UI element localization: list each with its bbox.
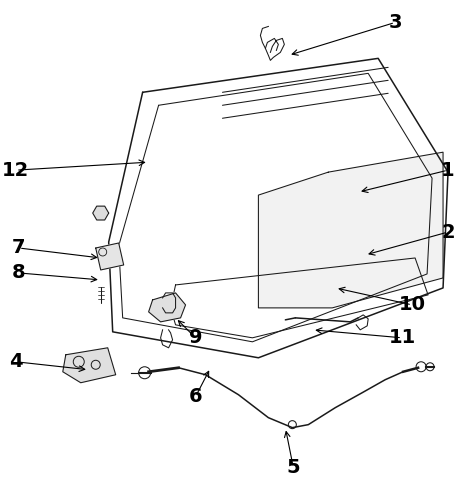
Text: 10: 10 (398, 296, 425, 314)
Polygon shape (63, 348, 116, 382)
Text: 8: 8 (12, 264, 26, 282)
Polygon shape (259, 152, 443, 308)
Text: 11: 11 (389, 328, 416, 347)
Text: 2: 2 (441, 222, 455, 242)
Text: 7: 7 (12, 239, 26, 257)
Polygon shape (109, 58, 448, 358)
Text: 9: 9 (189, 328, 202, 347)
Polygon shape (96, 243, 123, 270)
Text: 12: 12 (2, 161, 29, 180)
Polygon shape (93, 206, 109, 220)
Polygon shape (149, 293, 185, 322)
Text: 6: 6 (189, 387, 202, 406)
Text: 1: 1 (441, 161, 455, 180)
Text: 3: 3 (388, 13, 402, 32)
Text: 4: 4 (9, 352, 23, 371)
Circle shape (426, 363, 434, 371)
Text: 5: 5 (287, 458, 300, 477)
